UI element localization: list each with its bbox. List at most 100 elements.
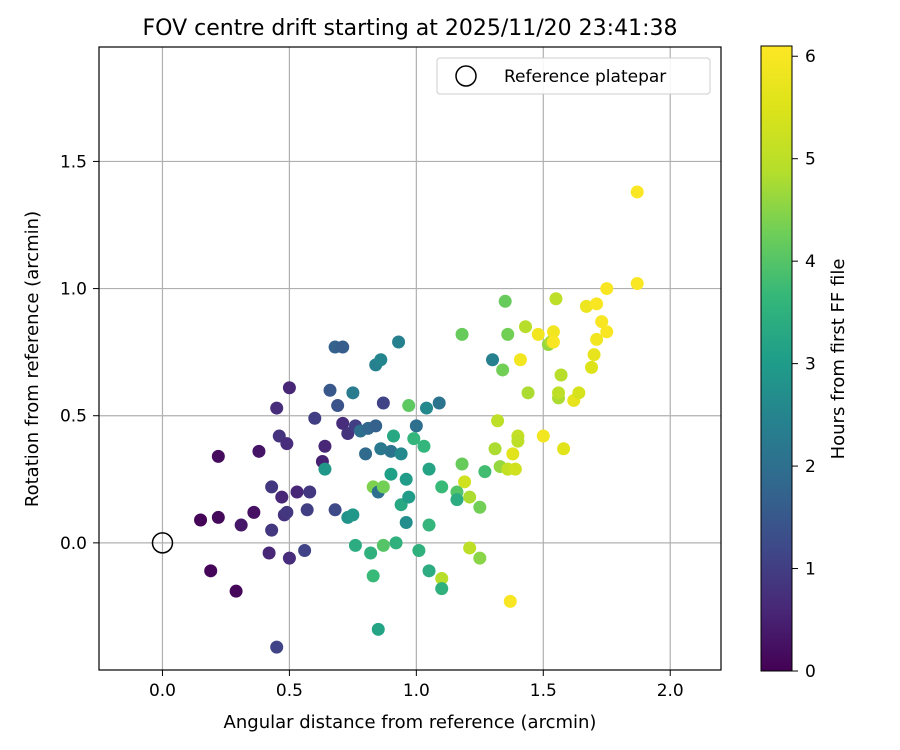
y-tick-label: 0.0: [60, 534, 87, 554]
colorbar-tick-label: 4: [805, 252, 816, 272]
legend-box: [436, 57, 711, 95]
y-tick-label: 1.0: [60, 280, 87, 300]
reference-layer: [151, 532, 174, 554]
data-point: [399, 472, 413, 486]
data-point: [420, 401, 434, 415]
data-point: [511, 434, 525, 448]
data-point: [600, 325, 614, 339]
colorbar-tick-label: 5: [805, 150, 816, 170]
data-point: [318, 439, 332, 453]
data-point: [394, 447, 408, 461]
data-point: [359, 447, 373, 461]
data-point: [503, 594, 517, 608]
data-point: [590, 332, 604, 346]
data-point: [450, 493, 464, 507]
data-point: [328, 503, 342, 517]
chart-title: FOV centre drift starting at 2025/11/20 …: [143, 16, 678, 41]
data-point: [348, 538, 362, 552]
data-point: [595, 315, 609, 329]
data-point: [506, 447, 520, 461]
data-point: [435, 582, 449, 596]
data-point: [488, 442, 502, 456]
data-point: [531, 327, 545, 341]
data-point: [399, 516, 413, 530]
data-point: [204, 564, 218, 578]
x-tick-label: 0.5: [276, 681, 303, 701]
colorbar-ticks: 0 1 2 3 4 5 6: [792, 47, 816, 682]
y-tick-label: 0.5: [60, 407, 87, 427]
y-axis: 0.0 0.5 1.0 1.5: [60, 152, 99, 554]
data-point: [590, 297, 604, 311]
data-point: [376, 396, 390, 410]
data-point: [290, 485, 304, 499]
data-point: [211, 449, 225, 463]
data-point: [508, 462, 522, 476]
data-point: [554, 368, 568, 382]
data-point: [432, 396, 446, 410]
data-point: [376, 538, 390, 552]
x-tick-label: 1.5: [530, 681, 557, 701]
data-point: [546, 325, 560, 339]
colorbar-tick-label: 0: [805, 662, 816, 682]
data-point: [323, 383, 337, 397]
legend: Reference platepar: [436, 57, 711, 95]
data-point: [229, 584, 243, 598]
data-point: [318, 462, 332, 476]
x-tick-label: 1.0: [403, 681, 430, 701]
colorbar-tick-label: 6: [805, 47, 816, 67]
data-point: [346, 386, 360, 400]
data-point: [600, 282, 614, 296]
data-point: [392, 335, 406, 349]
data-point: [422, 462, 436, 476]
legend-label: Reference platepar: [504, 67, 666, 87]
data-point: [402, 490, 416, 504]
data-point: [282, 381, 296, 395]
data-point: [435, 480, 449, 494]
data-point: [557, 442, 571, 456]
y-tick-label: 1.5: [60, 152, 87, 172]
data-point: [409, 419, 423, 433]
data-point: [491, 414, 505, 428]
data-point: [473, 551, 487, 565]
data-point: [422, 518, 436, 532]
data-point: [519, 320, 533, 334]
data-point: [422, 564, 436, 578]
data-point: [366, 569, 380, 583]
data-point: [417, 439, 431, 453]
x-tick-label: 0.0: [149, 681, 176, 701]
data-point: [630, 185, 644, 199]
colorbar: 0 1 2 3 4 5 6 Hours from first FF file: [760, 45, 849, 682]
data-point: [463, 541, 477, 555]
data-point: [536, 429, 550, 443]
data-point: [282, 551, 296, 565]
data-point: [463, 490, 477, 504]
x-axis: 0.0 0.5 1.0 1.5 2.0: [149, 670, 684, 701]
data-point: [374, 442, 388, 456]
data-point: [364, 546, 378, 560]
data-point: [336, 340, 350, 354]
data-point: [298, 543, 312, 557]
data-point: [376, 480, 390, 494]
data-point: [478, 465, 492, 479]
data-point: [194, 513, 208, 527]
data-point: [300, 503, 314, 517]
grid: [99, 47, 721, 670]
data-point: [371, 622, 385, 636]
y-axis-label: Rotation from reference (arcmin): [22, 211, 43, 507]
data-point: [546, 335, 560, 349]
data-point: [336, 416, 350, 430]
colorbar-tick-label: 2: [805, 457, 816, 477]
data-point: [435, 571, 449, 585]
data-point: [211, 510, 225, 524]
data-point: [331, 399, 345, 413]
data-point: [630, 276, 644, 290]
data-point: [386, 429, 400, 443]
legend-marker-icon: [455, 65, 477, 87]
data-point: [234, 518, 248, 532]
data-point: [280, 505, 294, 519]
x-tick-label: 2.0: [657, 681, 684, 701]
data-point: [549, 292, 563, 306]
data-point: [455, 457, 469, 471]
data-point: [412, 543, 426, 557]
data-point: [501, 327, 515, 341]
